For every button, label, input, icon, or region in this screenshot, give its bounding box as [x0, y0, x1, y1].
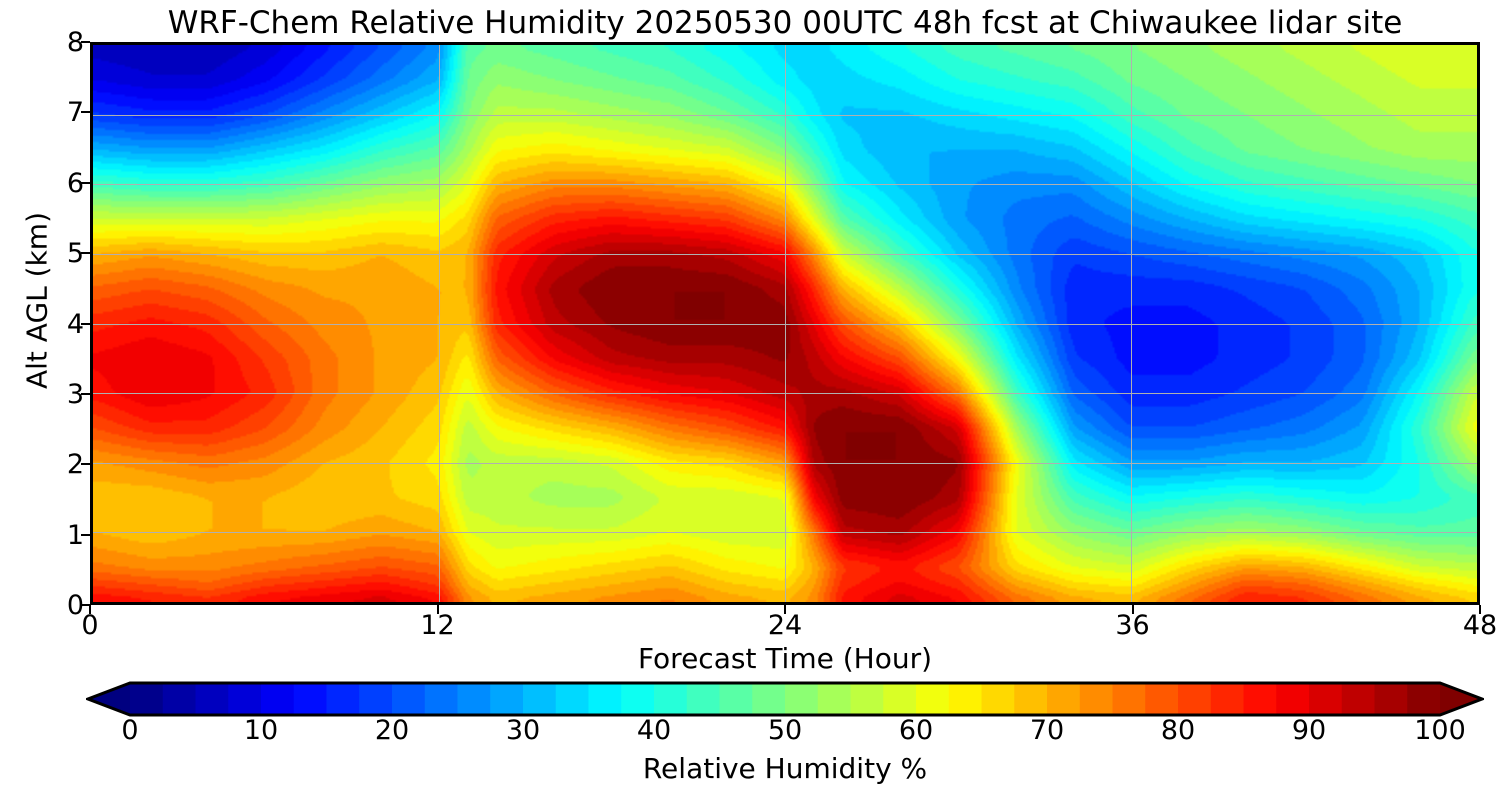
- y-tick-mark: [81, 181, 90, 184]
- colorbar-band: [785, 683, 819, 715]
- x-tick-mark: [1479, 605, 1481, 614]
- colorbar-band: [654, 683, 688, 715]
- colorbar-band: [490, 683, 524, 715]
- colorbar-tick-label: 100: [1414, 715, 1466, 746]
- colorbar-band: [719, 683, 753, 715]
- colorbar-label: Relative Humidity %: [642, 752, 928, 785]
- x-tick-mark: [784, 605, 786, 614]
- x-tick-mark: [436, 605, 439, 614]
- colorbar-band: [130, 683, 164, 715]
- colorbar-tick-label: 70: [1029, 715, 1065, 746]
- colorbar-band: [1407, 683, 1441, 715]
- y-tick-label: 3: [66, 378, 84, 410]
- y-tick-mark: [81, 463, 90, 466]
- colorbar-band: [1079, 683, 1114, 715]
- y-tick-label: 7: [66, 97, 84, 129]
- y-tick-mark: [81, 41, 90, 43]
- colorbar-band: [1145, 683, 1179, 715]
- colorbar-band: [523, 683, 557, 715]
- colorbar-tick-label: 60: [898, 715, 934, 746]
- y-tick-label: 2: [66, 449, 84, 481]
- colorbar-tick-label: 80: [1160, 715, 1196, 746]
- y-tick-mark: [81, 533, 90, 536]
- colorbar-band: [686, 683, 721, 715]
- colorbar-band: [228, 683, 262, 715]
- y-tick-mark: [81, 392, 90, 395]
- colorbar-band: [1341, 683, 1376, 715]
- colorbar-band: [850, 683, 884, 715]
- colorbar-band: [1276, 683, 1310, 715]
- colorbar-band: [1309, 683, 1343, 715]
- x-tick-mark: [1131, 605, 1134, 614]
- colorbar-band: [424, 683, 459, 715]
- colorbar-tick-label: 10: [243, 715, 279, 746]
- colorbar-band: [195, 683, 229, 715]
- y-tick-label: 6: [66, 167, 84, 199]
- y-tick-label: 4: [66, 308, 84, 340]
- x-tick-label: 24: [767, 610, 803, 641]
- colorbar-band: [326, 683, 360, 715]
- colorbar-band: [981, 683, 1015, 715]
- y-tick-mark: [81, 111, 90, 114]
- colorbar-tick-label: 30: [505, 715, 541, 746]
- x-axis-label: Forecast Time (Hour): [637, 642, 933, 675]
- y-axis-label: Alt AGL (km): [20, 212, 54, 390]
- y-tick-mark: [81, 322, 90, 325]
- colorbar-band: [359, 683, 393, 715]
- colorbar-band: [457, 683, 491, 715]
- colorbar-tick-label: 0: [121, 715, 139, 746]
- y-tick-mark: [81, 604, 90, 606]
- x-tick-label: 12: [420, 610, 455, 641]
- colorbar-band: [948, 683, 983, 715]
- colorbar-band: [392, 683, 426, 715]
- x-tick-label: 36: [1115, 610, 1150, 641]
- colorbar-extend-max: [1440, 683, 1482, 715]
- colorbar-band: [1178, 683, 1212, 715]
- colorbar-band: [555, 683, 590, 715]
- colorbar-band: [621, 683, 655, 715]
- colorbar-band: [1014, 683, 1048, 715]
- y-tick-label: 5: [66, 238, 84, 270]
- y-tick-label: 8: [66, 27, 84, 58]
- colorbar-band: [1210, 683, 1245, 715]
- colorbar[interactable]: [86, 681, 1484, 717]
- heatmap-axes[interactable]: [90, 42, 1480, 605]
- colorbar-band: [1047, 683, 1081, 715]
- x-tick-mark: [89, 605, 91, 614]
- relative-humidity-heatmap: [93, 45, 1477, 602]
- colorbar-outline: [86, 681, 1484, 717]
- y-tick-mark: [81, 252, 90, 255]
- colorbar-gradient: [86, 681, 1484, 717]
- colorbar-tick-label: 90: [1291, 715, 1327, 746]
- x-tick-label: 0: [81, 610, 99, 641]
- colorbar-band: [293, 683, 328, 715]
- colorbar-band: [588, 683, 622, 715]
- colorbar-band: [883, 683, 917, 715]
- colorbar-ticks: 0 10 20 30 40 50 60 70 80 90 100: [86, 681, 1484, 746]
- y-tick-label: 0: [66, 590, 84, 621]
- colorbar-tick-label: 40: [636, 715, 672, 746]
- colorbar-band: [261, 683, 295, 715]
- colorbar-band: [817, 683, 852, 715]
- colorbar-tick-label: 20: [374, 715, 410, 746]
- colorbar-band: [1243, 683, 1277, 715]
- colorbar-band: [1112, 683, 1146, 715]
- x-tick-label: 48: [1462, 610, 1498, 641]
- colorbar-band: [162, 683, 197, 715]
- colorbar-extend-min: [88, 683, 130, 715]
- colorbar-tick-label: 50: [767, 715, 803, 746]
- page-title: WRF-Chem Relative Humidity 20250530 00UT…: [167, 5, 1403, 41]
- colorbar-band: [752, 683, 786, 715]
- colorbar-band: [916, 683, 950, 715]
- colorbar-band: [1374, 683, 1408, 715]
- y-tick-label: 1: [66, 519, 84, 551]
